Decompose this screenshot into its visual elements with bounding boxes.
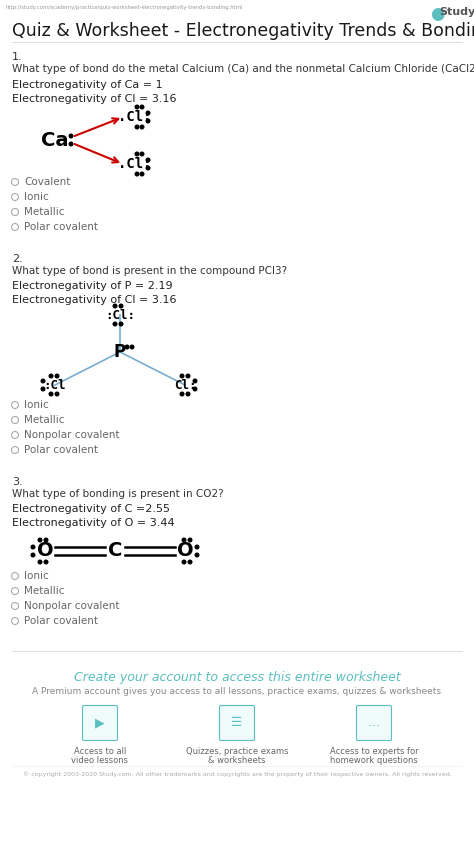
Text: O: O bbox=[177, 542, 193, 560]
Text: homework questions: homework questions bbox=[330, 756, 418, 765]
Text: http://study.com/academy/practice/quiz-worksheet-electronegativity-trends-bondin: http://study.com/academy/practice/quiz-w… bbox=[6, 5, 244, 10]
Circle shape bbox=[146, 111, 150, 115]
Circle shape bbox=[146, 119, 150, 123]
FancyBboxPatch shape bbox=[82, 706, 118, 740]
Text: Polar covalent: Polar covalent bbox=[24, 222, 98, 232]
Circle shape bbox=[55, 392, 59, 396]
Circle shape bbox=[31, 545, 35, 548]
Text: Access to experts for: Access to experts for bbox=[330, 747, 419, 756]
Circle shape bbox=[188, 538, 192, 542]
Text: 3.: 3. bbox=[12, 477, 23, 487]
FancyBboxPatch shape bbox=[356, 706, 392, 740]
Circle shape bbox=[195, 545, 199, 548]
Text: Quiz & Worksheet - Electronegativity Trends & Bonding: Quiz & Worksheet - Electronegativity Tre… bbox=[12, 22, 474, 40]
Text: © copyright 2003-2020 Study.com. All other trademarks and copyrights are the pro: © copyright 2003-2020 Study.com. All oth… bbox=[23, 771, 451, 777]
Circle shape bbox=[44, 538, 48, 542]
FancyBboxPatch shape bbox=[219, 706, 255, 740]
Text: Quizzes, practice exams: Quizzes, practice exams bbox=[186, 747, 288, 756]
Circle shape bbox=[188, 560, 192, 564]
Circle shape bbox=[180, 392, 184, 396]
Text: Ionic: Ionic bbox=[24, 571, 49, 581]
Text: A Premium account gives you access to all lessons, practice exams, quizzes & wor: A Premium account gives you access to al… bbox=[33, 687, 441, 696]
Text: Electronegativity of Cl = 3.16: Electronegativity of Cl = 3.16 bbox=[12, 295, 176, 305]
Text: Electronegativity of O = 3.44: Electronegativity of O = 3.44 bbox=[12, 518, 174, 528]
Circle shape bbox=[119, 304, 123, 308]
Text: & worksheets: & worksheets bbox=[208, 756, 266, 765]
Text: Covalent: Covalent bbox=[24, 177, 70, 187]
Text: Electronegativity of C =2.55: Electronegativity of C =2.55 bbox=[12, 504, 170, 514]
Circle shape bbox=[41, 387, 45, 391]
Text: Ionic: Ionic bbox=[24, 192, 49, 202]
Text: .Cl:: .Cl: bbox=[118, 157, 152, 171]
Circle shape bbox=[38, 560, 42, 564]
Circle shape bbox=[31, 554, 35, 557]
Text: Access to all: Access to all bbox=[74, 747, 126, 756]
Text: Metallic: Metallic bbox=[24, 207, 64, 217]
Circle shape bbox=[146, 166, 150, 170]
Circle shape bbox=[193, 380, 197, 383]
Text: What type of bonding is present in CO2?: What type of bonding is present in CO2? bbox=[12, 489, 224, 499]
Circle shape bbox=[182, 560, 186, 564]
Text: O: O bbox=[36, 542, 53, 560]
Text: ▶: ▶ bbox=[95, 717, 105, 729]
Text: Create your account to access this entire worksheet: Create your account to access this entir… bbox=[73, 671, 401, 684]
Circle shape bbox=[195, 554, 199, 557]
Text: 2.: 2. bbox=[12, 254, 23, 264]
Text: Cl:: Cl: bbox=[174, 379, 196, 391]
Text: Metallic: Metallic bbox=[24, 415, 64, 425]
Circle shape bbox=[146, 158, 150, 162]
Circle shape bbox=[135, 105, 139, 109]
Circle shape bbox=[135, 172, 139, 176]
Circle shape bbox=[113, 323, 117, 326]
Circle shape bbox=[55, 374, 59, 378]
Text: Polar covalent: Polar covalent bbox=[24, 445, 98, 455]
Text: Nonpolar covalent: Nonpolar covalent bbox=[24, 430, 119, 440]
Text: video lessons: video lessons bbox=[72, 756, 128, 765]
Circle shape bbox=[44, 560, 48, 564]
Text: Metallic: Metallic bbox=[24, 586, 64, 596]
Circle shape bbox=[186, 374, 190, 378]
Circle shape bbox=[135, 152, 139, 156]
Text: .Cl:: .Cl: bbox=[118, 110, 152, 124]
Text: Electronegativity of Cl = 3.16: Electronegativity of Cl = 3.16 bbox=[12, 94, 176, 104]
Text: ☰: ☰ bbox=[231, 717, 243, 729]
Circle shape bbox=[38, 538, 42, 542]
Circle shape bbox=[49, 374, 53, 378]
Circle shape bbox=[180, 374, 184, 378]
Circle shape bbox=[182, 538, 186, 542]
Text: :Cl: :Cl bbox=[44, 379, 66, 391]
Text: Study.com: Study.com bbox=[439, 7, 474, 17]
Circle shape bbox=[186, 392, 190, 396]
Circle shape bbox=[49, 392, 53, 396]
Text: Ca: Ca bbox=[41, 131, 69, 149]
Circle shape bbox=[140, 125, 144, 129]
Circle shape bbox=[69, 134, 73, 138]
Text: Electronegativity of P = 2.19: Electronegativity of P = 2.19 bbox=[12, 281, 173, 291]
Text: Polar covalent: Polar covalent bbox=[24, 616, 98, 626]
Text: 1.: 1. bbox=[12, 52, 23, 62]
Text: Ionic: Ionic bbox=[24, 400, 49, 410]
Circle shape bbox=[135, 125, 139, 129]
Text: C: C bbox=[108, 542, 122, 560]
Text: What type of bond is present in the compound PCl3?: What type of bond is present in the comp… bbox=[12, 266, 287, 276]
Text: …: … bbox=[368, 717, 380, 729]
Circle shape bbox=[140, 172, 144, 176]
Text: Nonpolar covalent: Nonpolar covalent bbox=[24, 601, 119, 611]
Circle shape bbox=[140, 105, 144, 109]
Text: :Cl:: :Cl: bbox=[105, 308, 135, 322]
Text: P: P bbox=[114, 343, 126, 361]
Circle shape bbox=[130, 346, 134, 349]
Circle shape bbox=[41, 380, 45, 383]
Circle shape bbox=[113, 304, 117, 308]
Circle shape bbox=[140, 152, 144, 156]
Circle shape bbox=[69, 142, 73, 146]
Text: ●: ● bbox=[430, 5, 445, 23]
Circle shape bbox=[193, 387, 197, 391]
Text: Electronegativity of Ca = 1: Electronegativity of Ca = 1 bbox=[12, 80, 163, 90]
Circle shape bbox=[119, 323, 123, 326]
Text: What type of bond do the metal Calcium (Ca) and the nonmetal Calcium Chloride (C: What type of bond do the metal Calcium (… bbox=[12, 64, 474, 74]
Circle shape bbox=[125, 346, 129, 349]
